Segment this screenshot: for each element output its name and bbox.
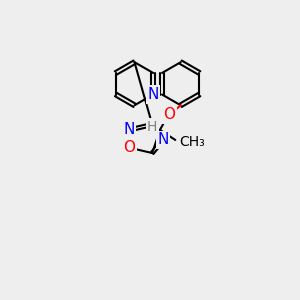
Text: CH₃: CH₃: [179, 135, 205, 149]
Text: N: N: [157, 133, 169, 148]
Text: O: O: [163, 107, 175, 122]
Text: O: O: [123, 140, 135, 155]
Text: N: N: [123, 122, 135, 137]
Text: N: N: [148, 87, 159, 102]
Text: H: H: [147, 120, 158, 134]
